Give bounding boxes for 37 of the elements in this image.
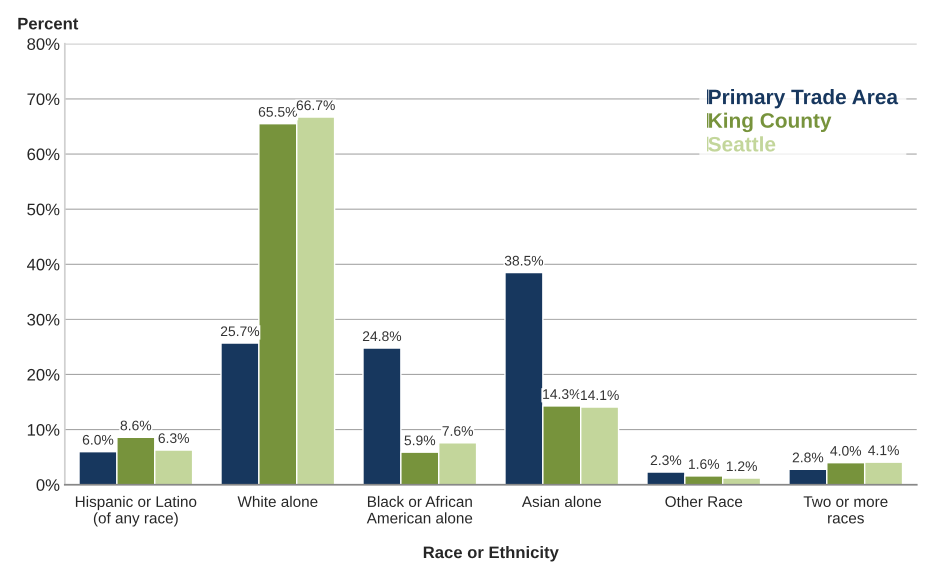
y-tick-label: 70% (27, 93, 60, 106)
y-tick-label: 10% (28, 424, 60, 436)
legend-label: Primary Trade Area (709, 89, 898, 108)
data-label: 1.2% (726, 461, 757, 472)
data-label: 6.0% (82, 434, 114, 445)
data-label: 4.0% (830, 446, 862, 456)
y-tick-label: 0% (36, 479, 60, 491)
x-tick-label: Asian alone (522, 496, 602, 508)
legend-label: King County (709, 112, 832, 132)
y-tick-label: 20% (27, 368, 60, 381)
x-axis-title: Race or Ethnicity (424, 546, 559, 562)
data-label: 2.8% (792, 452, 824, 462)
x-tick-label: White alone (238, 496, 318, 508)
data-label: 1.6% (688, 459, 720, 469)
data-label: 5.9% (404, 435, 436, 446)
data-label: 24.8% (362, 331, 402, 342)
y-axis-title: Percent (18, 18, 78, 30)
data-label: 14.1% (581, 390, 619, 400)
data-label: 38.5% (504, 256, 544, 266)
y-tick-label: 30% (27, 314, 60, 326)
x-tick-label: Two or more races (804, 496, 888, 524)
x-tick-label: Black or African American alone (366, 496, 472, 524)
x-tick-label: Other Race (665, 496, 742, 508)
y-tick-label: 50% (27, 204, 60, 216)
data-label: 2.3% (650, 455, 682, 466)
x-tick-label: Hispanic or Latino (of any race) (76, 496, 196, 527)
data-label: 66.7% (296, 100, 335, 110)
data-label: 65.5% (258, 106, 297, 117)
y-tick-label: 60% (27, 148, 60, 160)
data-label: 6.3% (158, 433, 190, 444)
y-tick-label: 80% (27, 38, 60, 50)
data-label: 7.6% (442, 426, 473, 436)
data-label: 25.7% (220, 326, 260, 336)
y-tick-label: 40% (26, 258, 60, 270)
data-label: 14.3% (543, 389, 581, 399)
data-label: 4.1% (868, 445, 899, 456)
data-label: 8.6% (120, 420, 152, 430)
